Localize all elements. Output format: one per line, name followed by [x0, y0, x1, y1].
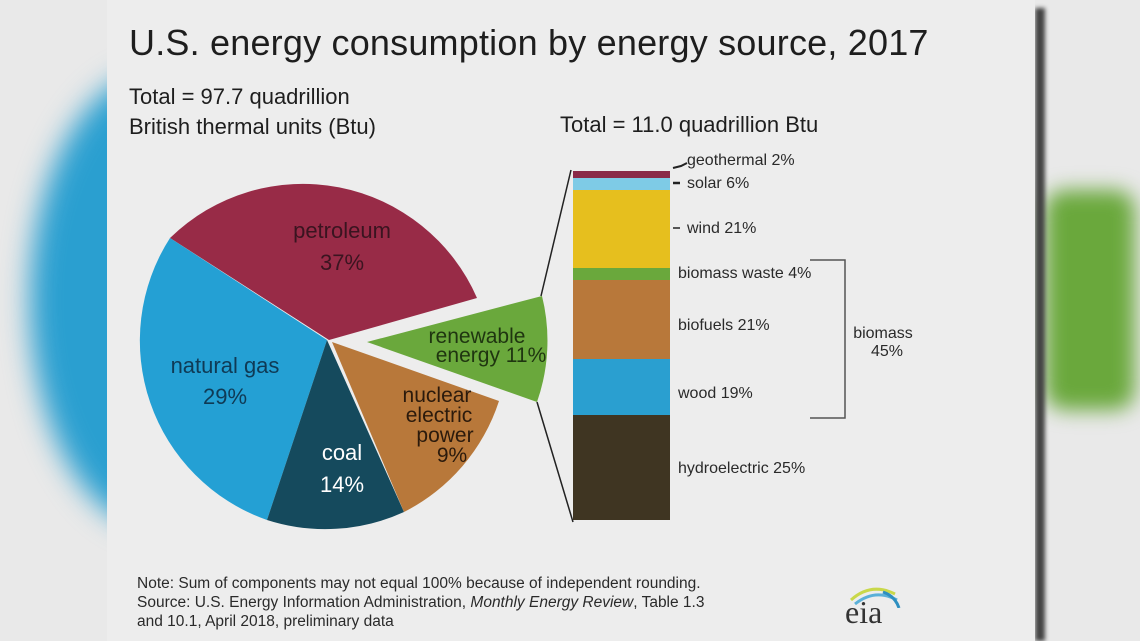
biomass-bracket	[810, 259, 846, 419]
segment-biomass-waste	[573, 268, 670, 280]
segment-solar	[573, 178, 670, 190]
pie-slice-nuclear	[332, 342, 499, 512]
note-line-3: and 10.1, April 2018, preliminary data	[137, 613, 394, 630]
pie-slice-natural-gas	[139, 238, 327, 520]
leader-geothermal	[672, 162, 688, 169]
renewable-total-subtitle: Total = 11.0 quadrillion Btu	[560, 112, 819, 137]
note-line-1: Note: Sum of components may not equal 10…	[137, 575, 701, 592]
label-solar: solar 6%	[687, 175, 749, 192]
renewable-label-1: renewable	[429, 325, 526, 348]
pie-slice-renewable	[367, 296, 548, 402]
label-wood: wood 19%	[677, 385, 753, 402]
coal-label: coal	[322, 440, 362, 465]
subtitle-line-1: Total = 97.7 quadrillion	[129, 84, 350, 109]
petroleum-label: petroleum	[293, 218, 391, 243]
renewable-stacked-bar	[573, 171, 670, 520]
coal-pct: 14%	[320, 472, 364, 497]
nuclear-label-1: nuclear	[403, 384, 472, 407]
subtitle-line-2: British thermal units (Btu)	[129, 114, 376, 139]
label-geothermal: geothermal 2%	[687, 152, 795, 169]
chart-graphics: petroleum 37% natural gas 29% coal 14% n…	[139, 152, 913, 530]
footnote: Note: Sum of components may not equal 10…	[137, 574, 704, 631]
pie-slice-coal	[267, 340, 404, 530]
segment-geothermal	[573, 171, 670, 178]
eia-logo: eia	[837, 578, 901, 630]
eia-logo-text: eia	[845, 594, 883, 630]
segment-biofuels	[573, 280, 670, 359]
pie-chart: petroleum 37% natural gas 29% coal 14% n…	[139, 183, 548, 530]
segment-wood	[573, 359, 670, 415]
petroleum-pct: 37%	[320, 250, 364, 275]
nuclear-pct: 9%	[437, 444, 467, 467]
nuclear-label-2: electric	[406, 404, 473, 427]
label-biofuels: biofuels 21%	[678, 317, 770, 334]
segment-hydroelectric	[573, 415, 670, 520]
label-hydroelectric: hydroelectric 25%	[678, 460, 805, 477]
note-line-2: Source: U.S. Energy Information Administ…	[137, 594, 705, 611]
pie-total-subtitle: Total = 97.7 quadrillion British thermal…	[129, 82, 376, 142]
natural-gas-label: natural gas	[171, 353, 280, 378]
label-biomass-waste: biomass waste 4%	[678, 265, 811, 282]
label-wind: wind 21%	[686, 220, 756, 237]
background-blur-right	[1045, 190, 1135, 410]
nuclear-label-3: power	[416, 424, 473, 447]
renewable-label-2: energy 11%	[436, 344, 547, 367]
pie-slice-petroleum	[170, 183, 477, 340]
eia-logo-swoosh-icon	[849, 587, 901, 608]
biomass-group-pct: 45%	[871, 343, 903, 360]
connector-line-top	[540, 169, 572, 297]
chart-title: U.S. energy consumption by energy source…	[129, 22, 929, 63]
connector-line-bottom	[536, 401, 574, 523]
background-frame-edge	[1035, 8, 1045, 641]
segment-wind	[573, 190, 670, 268]
biomass-group-label: biomass	[853, 325, 913, 342]
chart-slide: U.S. energy consumption by energy source…	[107, 0, 1035, 641]
natural-gas-pct: 29%	[203, 384, 247, 409]
